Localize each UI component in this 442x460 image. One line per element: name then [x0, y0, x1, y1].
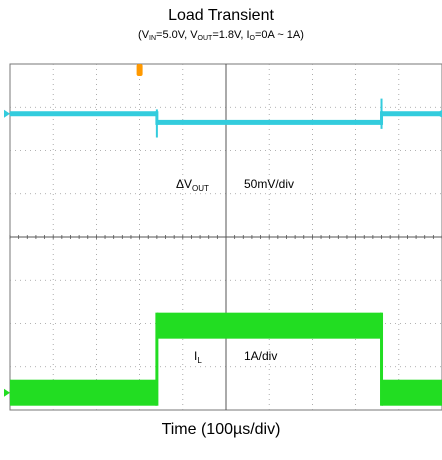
chart-title: Load Transient: [168, 7, 274, 24]
il-series-label: IL: [194, 349, 202, 365]
il-trace-edge: [380, 312, 384, 406]
il-trace-edge: [155, 312, 159, 406]
scope-plot: ΔVOUT 50mV/div IL 1A/div: [4, 63, 442, 411]
grid: [9, 64, 442, 410]
il-scale-label: 1A/div: [244, 349, 277, 363]
x-axis-label: Time (100µs/div): [161, 421, 281, 438]
vout-trace-segment: [381, 111, 442, 117]
traces: [4, 98, 442, 406]
vout-trace-segment: [10, 111, 157, 117]
vout-channel-marker: [4, 109, 10, 118]
vout-scale-label: 50mV/div: [244, 177, 294, 191]
il-trace-segment: [381, 379, 442, 406]
trigger-marker: [136, 64, 143, 76]
il-channel-marker: [4, 388, 10, 397]
vout-right-marker: [436, 109, 442, 118]
markers: [136, 64, 442, 118]
vout-series-label: ΔVOUT: [176, 177, 209, 193]
chart-subtitle: (VIN=5.0V, VOUT=1.8V, IO=0A ~ 1A): [138, 29, 304, 42]
vout-trace-segment: [156, 119, 382, 125]
il-trace-segment: [156, 312, 382, 339]
il-trace-segment: [10, 379, 157, 406]
